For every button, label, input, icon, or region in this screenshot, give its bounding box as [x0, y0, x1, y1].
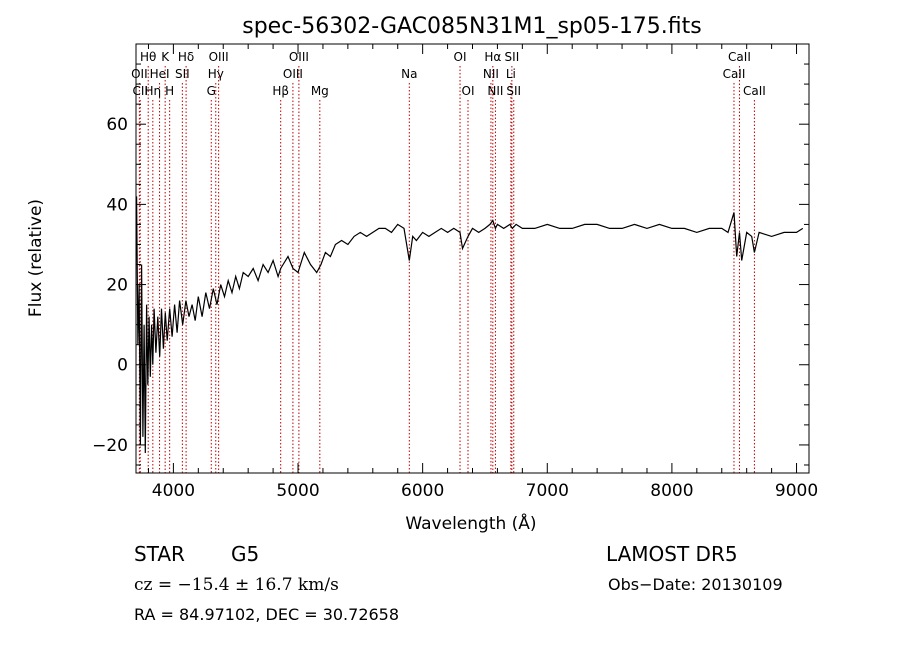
y-axis-label: Flux (relative) — [26, 199, 46, 317]
x-tick-label: 9000 — [775, 481, 818, 501]
line-marker-label: SII — [506, 84, 521, 98]
line-marker-labels: OIICIIHθHηHeIKHSIIHδGHγOIIIHβOIIIOIIIMgN… — [131, 50, 766, 98]
line-marker-label: SII — [175, 67, 190, 81]
line-marker-label: NII — [483, 67, 499, 81]
line-marker-label: OIII — [209, 50, 229, 64]
line-marker-label: OI — [462, 84, 475, 98]
y-axis-ticks: −20 0 20 40 60 — [92, 63, 809, 466]
line-marker-label: OIII — [283, 67, 303, 81]
y-tick-label: 0 — [117, 356, 128, 376]
line-markers — [138, 66, 755, 473]
x-tick-label: 8000 — [650, 481, 693, 501]
object-class: STAR — [134, 542, 185, 566]
line-marker-label: K — [161, 50, 170, 64]
line-marker-label: CaII — [723, 67, 746, 81]
obs-date: Obs−Date: 20130109 — [608, 575, 783, 594]
line-marker-label: Na — [401, 67, 417, 81]
line-marker-label: Mg — [311, 84, 329, 98]
y-tick-label: 40 — [106, 195, 128, 215]
line-marker-label: Hγ — [208, 67, 224, 81]
line-marker-label: HeI — [150, 67, 170, 81]
line-marker-label: H — [165, 84, 174, 98]
survey-name: LAMOST DR5 — [606, 542, 738, 566]
x-tick-label: 4000 — [152, 481, 195, 501]
y-tick-label: 20 — [106, 276, 128, 296]
y-tick-label: −20 — [92, 436, 128, 456]
plot-frame — [135, 43, 810, 474]
y-tick-label: 60 — [106, 115, 128, 135]
chart-title: spec-56302-GAC085N31M1_sp05-175.fits — [242, 14, 702, 39]
line-marker-label: Hβ — [272, 84, 289, 98]
x-tick-label: 6000 — [401, 481, 444, 501]
line-marker-label: CaII — [743, 84, 766, 98]
coords-label: RA = 84.97102, DEC = 30.72658 — [134, 605, 399, 624]
line-marker-label: G — [207, 84, 216, 98]
line-marker-label: NII — [487, 84, 503, 98]
line-marker-label: Hη — [145, 84, 162, 98]
cz-label: cz = −15.4 ± 16.7 km/s — [134, 575, 339, 595]
line-marker-label: OI — [454, 50, 467, 64]
line-marker-label: SII — [505, 50, 520, 64]
line-marker-label: Li — [506, 67, 516, 81]
x-axis-label: Wavelength (Å) — [405, 512, 536, 534]
x-tick-label: 5000 — [276, 481, 319, 501]
line-marker-label: CaII — [728, 50, 751, 64]
line-marker-label: OII — [131, 67, 148, 81]
line-marker-label: OIII — [289, 50, 309, 64]
line-marker-label: Hα — [484, 50, 501, 64]
line-marker-label: Hδ — [178, 50, 194, 64]
line-marker-label: Hθ — [140, 50, 156, 64]
spectrum-line — [136, 196, 804, 454]
x-tick-label: 7000 — [526, 481, 569, 501]
subclass: G5 — [231, 542, 259, 566]
x-axis-ticks: 4000 5000 6000 7000 8000 9000 — [147, 44, 818, 501]
